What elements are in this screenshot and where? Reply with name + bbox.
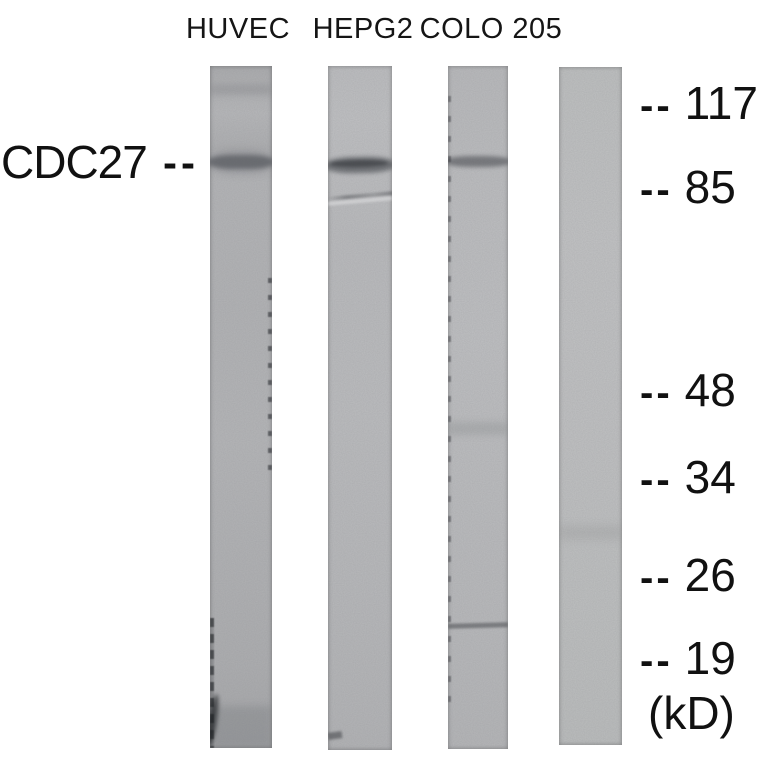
marker-value: 48 — [684, 364, 736, 416]
marker-value: 34 — [684, 451, 736, 503]
faint-mid-band — [448, 422, 508, 435]
marker-dash: -- — [640, 84, 673, 128]
blot-lane-blank — [559, 67, 622, 745]
unit-label-kd: (kD) — [648, 687, 735, 739]
marker-dash: -- — [640, 371, 673, 415]
marker-117: -- 117 — [640, 80, 758, 126]
marker-dash: -- — [640, 168, 673, 212]
marker-dash: -- — [640, 556, 673, 600]
lane-label-huvec: HUVEC — [185, 13, 291, 45]
grain-texture — [559, 67, 622, 745]
marker-48: -- 48 — [640, 367, 736, 413]
antibody-pointer-dashes: -- — [163, 139, 199, 186]
edge-speckles — [448, 96, 451, 716]
antibody-label: CDC27 — [1, 136, 148, 188]
lane-label-hepg2: HEPG2 — [312, 13, 414, 45]
edge-speckles — [268, 278, 272, 478]
marker-value: 117 — [684, 77, 758, 129]
cdc27-band — [210, 155, 272, 169]
marker-dash: -- — [640, 639, 673, 683]
marker-85: -- 85 — [640, 164, 736, 210]
grain-texture — [328, 66, 392, 750]
marker-value: 26 — [684, 549, 736, 601]
lane-label-colo205: COLO 205 — [419, 13, 563, 45]
marker-value: 19 — [684, 632, 736, 684]
faint-smudge — [559, 525, 622, 540]
grain-texture — [210, 66, 272, 748]
bottom-smear — [210, 706, 272, 748]
cdc27-band — [448, 156, 508, 167]
blot-lane-hepg2 — [328, 66, 392, 750]
blot-lane-huvec — [210, 66, 272, 748]
marker-value: 85 — [684, 161, 736, 213]
faint-upper-band — [210, 84, 272, 95]
edge-streak — [210, 618, 214, 748]
marker-26: -- 26 — [640, 552, 736, 598]
grain-texture — [448, 66, 508, 749]
marker-34: -- 34 — [640, 454, 736, 500]
marker-19: -- 19 — [640, 635, 736, 681]
blot-lane-colo205 — [448, 66, 508, 749]
marker-dash: -- — [640, 458, 673, 502]
